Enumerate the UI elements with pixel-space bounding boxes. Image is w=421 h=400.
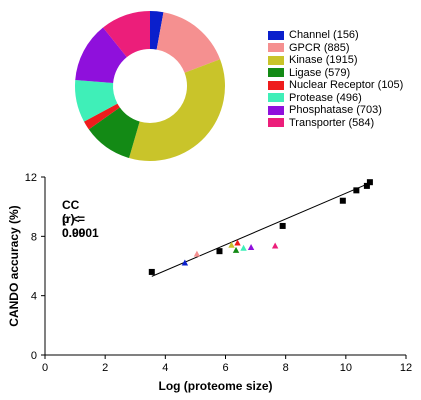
legend-item-7: Transporter (584)	[268, 117, 403, 130]
legend-item-2: Kinase (1915)	[268, 54, 403, 67]
legend-item-4: Nuclear Receptor (105)	[268, 79, 403, 92]
legend-item-1: GPCR (885)	[268, 42, 403, 55]
legend-item-6: Phosphatase (703)	[268, 104, 403, 117]
x-axis-label: Log (proteome size)	[158, 379, 272, 393]
data-point-square	[339, 197, 346, 204]
donut-slice-2	[129, 59, 225, 162]
data-point-square	[366, 179, 373, 186]
donut-slice-3	[88, 107, 140, 159]
legend-item-0: Channel (156)	[268, 29, 403, 42]
data-point-triangle	[228, 241, 235, 248]
donut-slice-6	[75, 27, 127, 84]
x-tick-label: 2	[102, 362, 108, 374]
donut-slice-5	[74, 80, 118, 122]
data-point-square	[363, 182, 370, 189]
y-tick-label: 12	[25, 172, 37, 184]
legend-label: Protease (496)	[289, 91, 362, 104]
donut-slice-7	[103, 11, 150, 58]
legend-label: Nuclear Receptor (105)	[289, 79, 404, 92]
annotation-p: p < 0.0001	[62, 212, 99, 240]
legend-swatch	[268, 55, 284, 65]
y-tick-label: 0	[31, 350, 37, 362]
data-point-square	[216, 248, 223, 255]
annotation-cc: CC (r) = 0.99	[62, 198, 86, 240]
donut-slice-0	[150, 11, 164, 50]
trendline	[151, 182, 371, 277]
legend-swatch	[268, 80, 284, 90]
legend-swatch	[268, 105, 284, 115]
data-point-triangle	[234, 239, 241, 246]
data-point-triangle	[247, 243, 255, 250]
x-tick-label: 12	[400, 362, 412, 374]
legend-label: GPCR (885)	[289, 41, 350, 54]
donut-chart	[74, 11, 225, 162]
x-tick-label: 4	[162, 362, 168, 374]
data-point-square	[148, 268, 155, 275]
y-axis-label: CANDO accuracy (%)	[7, 205, 21, 326]
y-tick-label: 4	[31, 291, 37, 303]
legend-label: Phosphatase (703)	[289, 104, 382, 117]
donut-slice-4	[84, 103, 120, 130]
legend-item-3: Ligase (579)	[268, 67, 403, 80]
donut-legend: Channel (156) GPCR (885) Kinase (1915) Liga…	[268, 29, 403, 129]
legend-swatch	[268, 93, 284, 103]
x-tick-label: 8	[283, 362, 289, 374]
y-tick-label: 8	[31, 231, 37, 243]
data-point-triangle	[181, 259, 189, 266]
legend-item-5: Protease (496)	[268, 92, 403, 105]
legend-label: Channel (156)	[289, 29, 359, 42]
legend-label: Ligase (579)	[289, 66, 351, 79]
data-point-triangle	[271, 242, 279, 249]
legend-label: Kinase (1915)	[289, 54, 358, 67]
data-point-triangle	[240, 244, 247, 251]
legend-swatch	[268, 43, 284, 53]
data-point-square	[353, 187, 360, 194]
data-point-triangle	[193, 250, 201, 257]
legend-swatch	[268, 118, 284, 128]
data-point-square	[279, 222, 286, 229]
legend-swatch	[268, 68, 284, 78]
x-tick-label: 0	[42, 362, 48, 374]
legend-label: Transporter (584)	[289, 116, 375, 129]
x-tick-label: 6	[222, 362, 228, 374]
x-tick-label: 10	[340, 362, 352, 374]
data-point-triangle	[232, 246, 240, 253]
legend-swatch	[268, 30, 284, 40]
donut-slice-1	[156, 12, 221, 73]
